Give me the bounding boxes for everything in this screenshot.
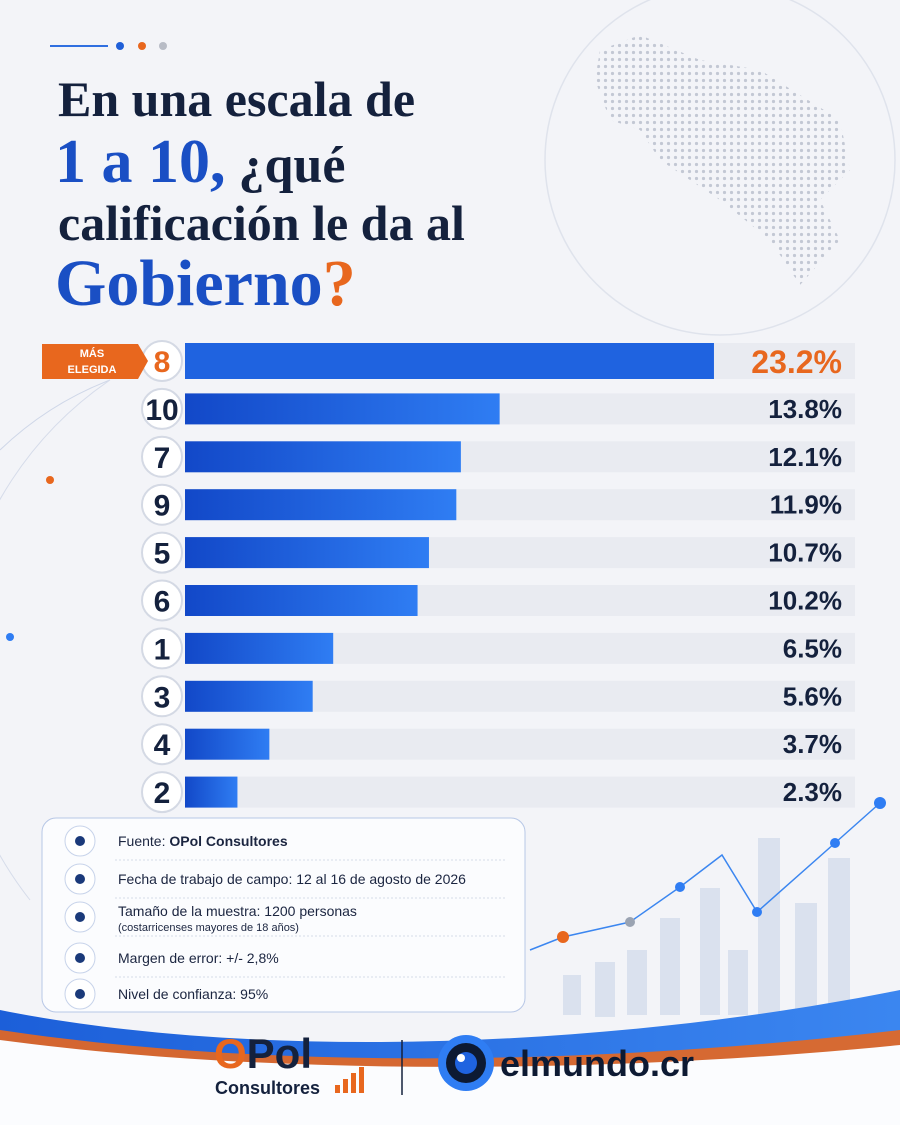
deco-trend xyxy=(529,802,881,951)
category-label: 6 xyxy=(154,586,171,619)
bar xyxy=(185,537,429,569)
deco-dot xyxy=(557,931,569,943)
bar-track xyxy=(185,776,855,808)
map xyxy=(595,35,850,285)
deco-ring xyxy=(544,0,896,336)
info-label: Fuente: xyxy=(118,833,165,849)
deco-dot xyxy=(752,907,762,917)
bar xyxy=(185,489,457,521)
value-label: 11.9% xyxy=(770,490,842,520)
info-icon-glyph xyxy=(75,836,85,846)
info-text: Nivel de confianza: 95% xyxy=(118,986,268,1002)
bar xyxy=(185,632,334,664)
value-label: 3.7% xyxy=(783,729,842,759)
deco-dot xyxy=(116,42,124,50)
bar-track xyxy=(185,728,855,760)
badge-text: ELEGIDA xyxy=(68,364,117,376)
category-label: 10 xyxy=(145,394,178,427)
rank-badge xyxy=(141,675,183,718)
elmundo-logo: elmundo.cr xyxy=(500,1043,694,1084)
title-mark: ? xyxy=(323,247,356,320)
rank-badge xyxy=(141,723,183,766)
title-line: calificación le da al xyxy=(58,195,465,251)
badge xyxy=(42,344,148,379)
rank-badge xyxy=(141,771,183,814)
deco-arc xyxy=(0,379,111,901)
info-text: Fuente: OPol Consultores xyxy=(118,833,288,849)
info-icon-glyph xyxy=(75,874,85,884)
category-label: 3 xyxy=(154,681,171,714)
info-text: Tamaño de la muestra: 1200 personas xyxy=(118,903,357,919)
category-label: 7 xyxy=(154,442,171,475)
info-icon-glyph xyxy=(75,989,85,999)
value-label: 10.2% xyxy=(768,586,842,616)
rank-badge xyxy=(141,627,183,670)
info-box xyxy=(41,817,526,1013)
rank-badge xyxy=(141,435,183,478)
deco-dot xyxy=(6,633,14,641)
deco-dot xyxy=(625,917,635,927)
deco-dot xyxy=(138,42,146,50)
value-label: 10.7% xyxy=(768,538,842,568)
value-label: 5.6% xyxy=(783,681,842,711)
bar xyxy=(185,776,238,808)
bar xyxy=(185,585,418,616)
deco-dot xyxy=(830,838,840,848)
info-value: OPol Consultores xyxy=(169,833,287,849)
title-highlight: Gobierno xyxy=(55,247,323,320)
info-list: Fuente: OPol Consultores Fecha de trabajo… xyxy=(64,825,505,1010)
rank-badge xyxy=(141,531,183,574)
deco-dot xyxy=(675,882,685,892)
opol-subtitle: Consultores xyxy=(215,1078,320,1098)
title-line: Gobierno? xyxy=(55,247,356,320)
category-label: 4 xyxy=(154,729,171,762)
info-label: Margen de error: +/- 2,8% xyxy=(118,950,279,966)
badge-text: MÁS xyxy=(80,347,104,360)
rank-badge xyxy=(141,387,183,430)
opol-icon xyxy=(335,1067,364,1093)
rank-badge xyxy=(141,579,183,622)
deco-dot xyxy=(874,797,886,809)
rank-badge xyxy=(141,483,183,526)
deco-dot xyxy=(46,476,54,484)
category-label: 1 xyxy=(154,633,171,666)
title-line: En una escala de xyxy=(58,71,415,127)
deco-dot xyxy=(159,42,167,50)
bar-chart: 8 23.2% 10 13.8% 7 12.1% 9 11.9% 5 10.7% 6 10.2% 1 6.… xyxy=(42,340,855,814)
value-label: 12.1% xyxy=(768,442,842,472)
deco-chart xyxy=(563,838,850,1017)
bar xyxy=(185,680,313,712)
category-label: 2 xyxy=(154,777,171,810)
opol-rest: Pol xyxy=(247,1030,312,1077)
category-label: 8 xyxy=(154,346,171,379)
bar xyxy=(185,441,461,473)
deco-arc xyxy=(0,379,111,451)
opol-logo: OPol xyxy=(214,1030,312,1077)
title-line: 1 a 10, ¿qué xyxy=(55,128,345,196)
info-icon-glyph xyxy=(75,953,85,963)
opol-o: O xyxy=(214,1030,247,1077)
category-label: 9 xyxy=(154,490,171,523)
category-label: 5 xyxy=(154,538,171,571)
value-label: 2.3% xyxy=(783,777,842,807)
info-text: Fecha de trabajo de campo: 12 al 16 de a… xyxy=(118,871,466,887)
bar xyxy=(185,343,714,379)
title-part: ¿qué xyxy=(226,137,346,194)
value-label: 6.5% xyxy=(783,633,842,663)
elmundo-icon xyxy=(457,1054,465,1062)
value-label: 13.8% xyxy=(768,394,842,424)
info-icon-glyph xyxy=(75,912,85,922)
bar xyxy=(185,393,500,425)
info-label: Tamaño de la muestra: 1200 personas xyxy=(118,903,357,919)
info-label: Nivel de confianza: 95% xyxy=(118,986,268,1002)
value-label: 23.2% xyxy=(751,344,842,380)
info-text: Margen de error: +/- 2,8% xyxy=(118,950,279,966)
info-label: Fecha de trabajo de campo: 12 al 16 de a… xyxy=(118,871,466,887)
info-note: (costarricenses mayores de 18 años) xyxy=(118,922,299,934)
title-highlight: 1 a 10, xyxy=(55,128,226,196)
bar xyxy=(185,728,270,760)
